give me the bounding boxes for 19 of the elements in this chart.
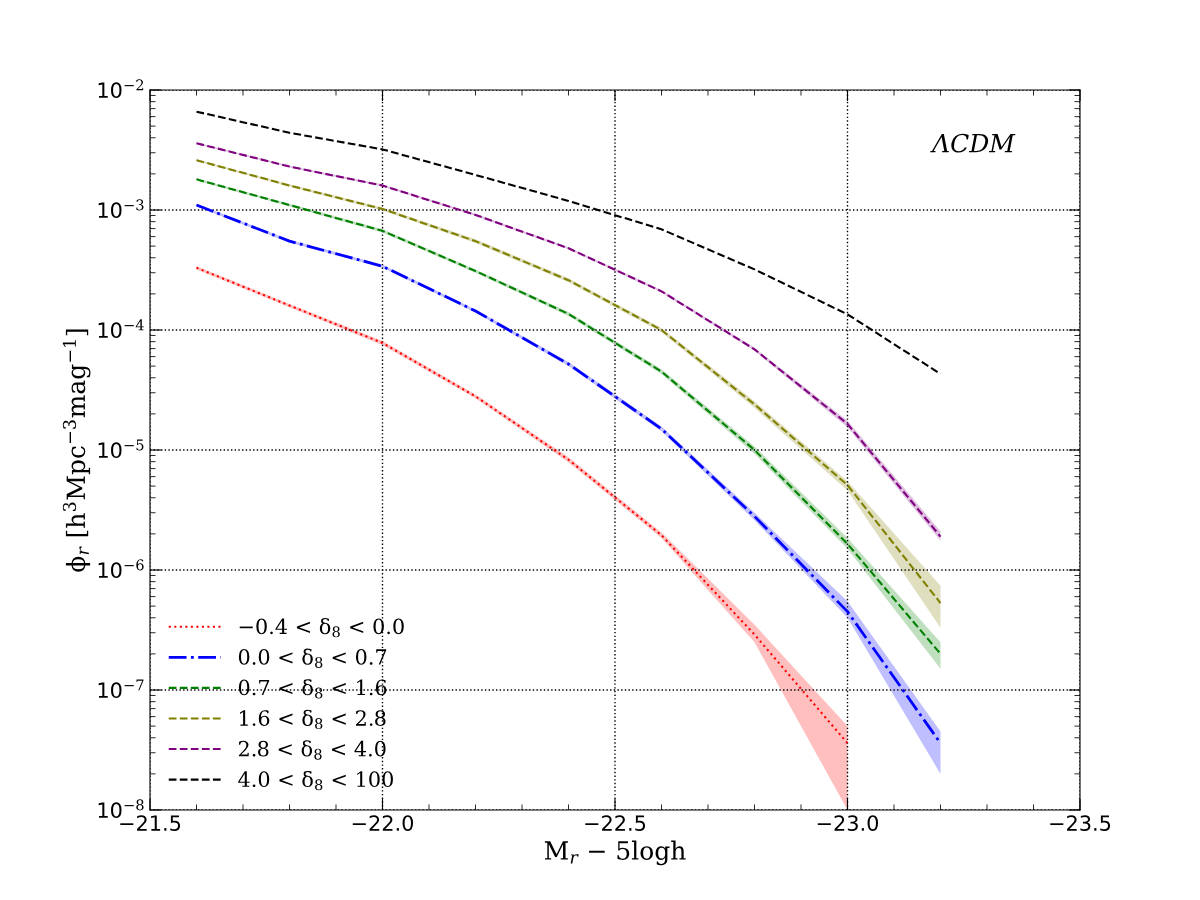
annotation: ΛCDM — [930, 133, 1016, 153]
legend-label: 1.6 < δ$_{8}$ < 2.8 — [240, 709, 386, 730]
legend-label: 4.0 < δ$_{8}$ < 100 — [238, 770, 393, 791]
x-tick-label: −23.5 — [1050, 815, 1111, 831]
y-tick-label: 10$^{−7}$ — [98, 679, 144, 699]
y-tick-label: 10$^{−3}$ — [98, 199, 144, 219]
legend-label: 0.7 < δ$_{8}$ < 1.6 — [238, 679, 387, 699]
x-axis-title: M$_{r}$ − 5logh — [544, 840, 686, 866]
y-tick-label: 10$^{−2}$ — [98, 79, 144, 99]
legend-label: 2.8 < δ$_{8}$ < 4.0 — [238, 740, 386, 760]
text: ϕ$_{r}$ [h$^{3}$Mpc$^{−3}$mag$^{−1}$] — [62, 329, 91, 572]
y-tick-label: 10$^{−6}$ — [98, 559, 144, 579]
legend-label: 0.0 < δ$_{8}$ < 0.7 — [238, 648, 387, 668]
legend-label: −0.4 < δ$_{8}$ < 0.0 — [239, 617, 404, 638]
x-tick-label: −22.0 — [352, 815, 414, 831]
y-tick-label: 10$^{−5}$ — [98, 439, 144, 459]
y-tick-label: 10$^{−4}$ — [98, 319, 144, 339]
x-tick-label: −23.0 — [817, 815, 879, 831]
x-tick-label: −22.5 — [585, 815, 646, 831]
